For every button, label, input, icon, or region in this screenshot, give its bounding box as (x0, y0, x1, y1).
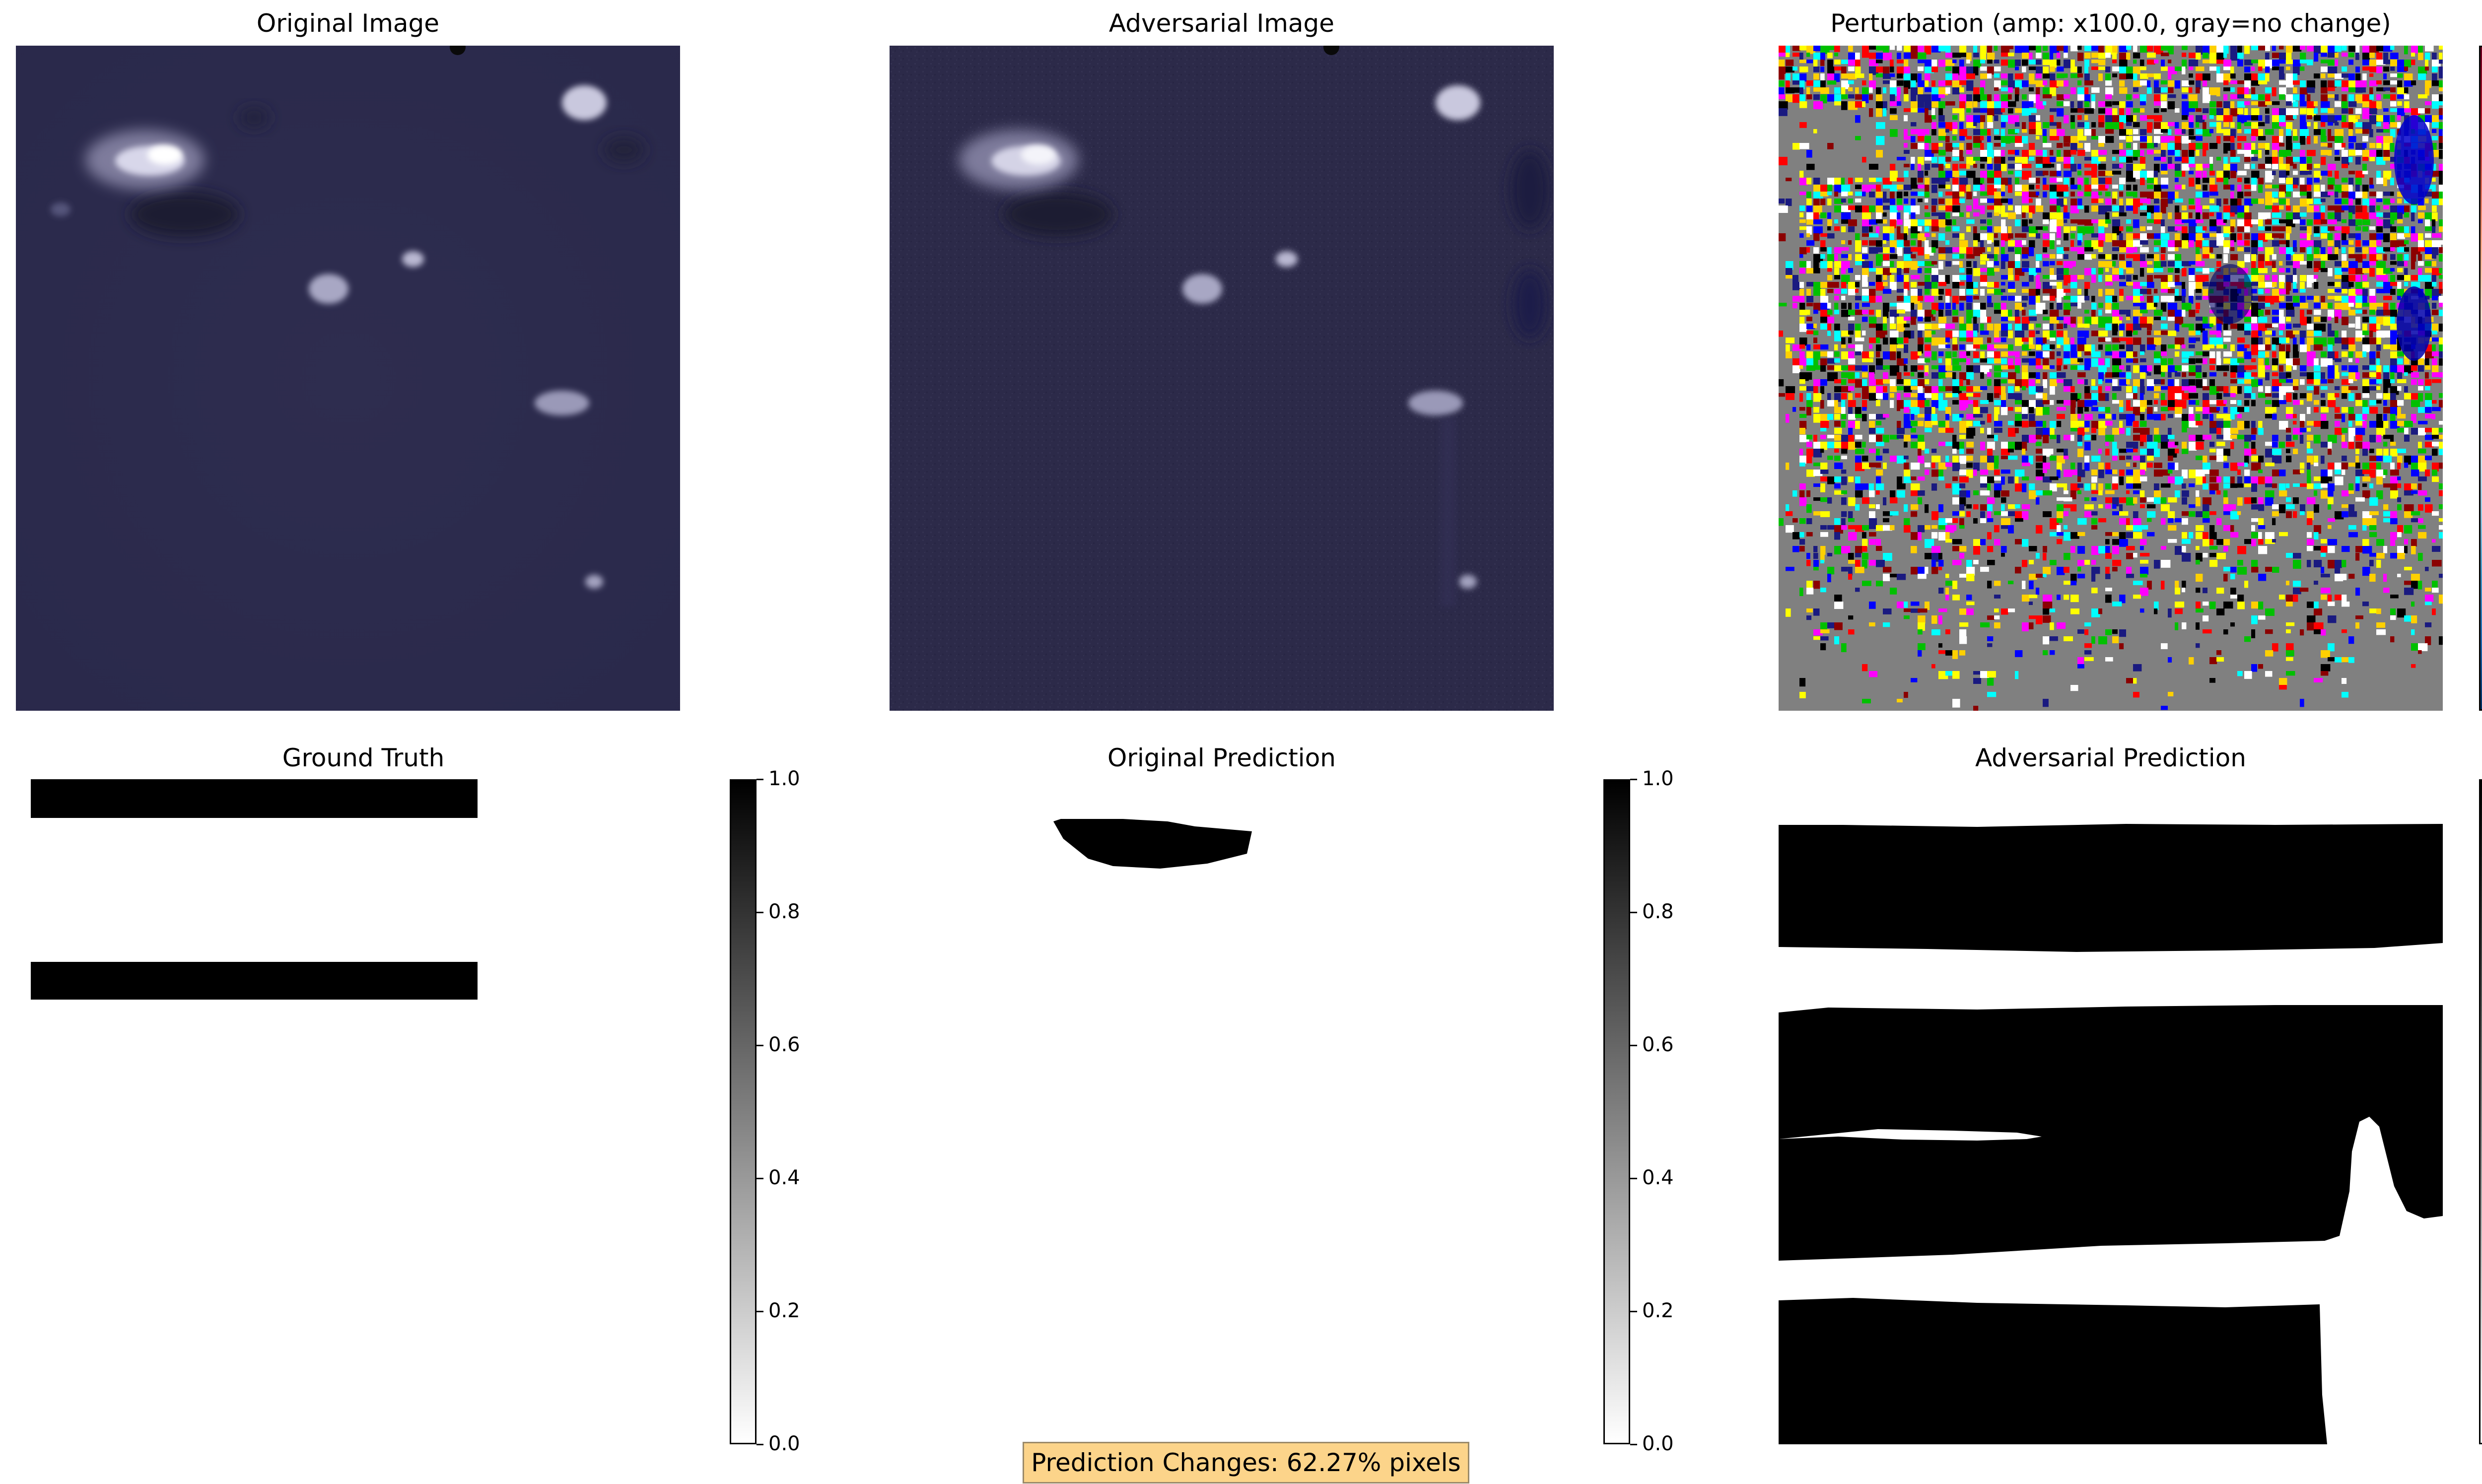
adversarial-prediction-region (1779, 1298, 2327, 1444)
adversarial-prediction-region (1779, 1005, 2443, 1261)
original-prediction-colorbar-tick-label: 0.0 (1642, 1432, 1674, 1455)
original-prediction-colorbar-tick-label: 0.4 (1642, 1166, 1674, 1189)
original-prediction-blob (1053, 819, 1252, 869)
ground-truth-colorbar-tick-label: 1.0 (768, 767, 800, 790)
perturbation-panel (1779, 46, 2443, 711)
ground-truth-title: Ground Truth (282, 743, 445, 772)
perturbation-colorbar (2479, 46, 2482, 711)
perturbation-title: Perturbation (amp: x100.0, gray=no chang… (1830, 9, 2391, 38)
original-prediction-colorbar (1603, 779, 1630, 1444)
ground-truth-colorbar-tick-label: 0.0 (768, 1432, 800, 1455)
ground-truth-colorbar-tick-label: 0.6 (768, 1033, 800, 1056)
original-image-panel (16, 46, 680, 711)
adversarial-satellite-image (890, 46, 1554, 711)
prediction-changes-banner: Prediction Changes: 62.27% pixels (1023, 1442, 1469, 1484)
ground-truth-mask (16, 779, 711, 1444)
original-prediction-colorbar-tick-mark (1630, 1444, 1637, 1445)
ground-truth-colorbar-tick-mark (757, 779, 763, 780)
original-prediction-colorbar-tick-mark (1630, 912, 1637, 913)
original-prediction-colorbar-tick-label: 0.8 (1642, 900, 1674, 923)
ground-truth-colorbar-tick-mark (757, 1311, 763, 1312)
original-prediction-colorbar-tick-label: 0.2 (1642, 1299, 1674, 1322)
original-prediction-colorbar-tick-label: 1.0 (1642, 767, 1674, 790)
original-prediction-colorbar-tick-mark (1630, 779, 1637, 780)
perturbation-noise-map (1779, 46, 2443, 711)
ground-truth-colorbar-tick-label: 0.2 (768, 1299, 800, 1322)
ground-truth-colorbar-tick-label: 0.8 (768, 900, 800, 923)
adversarial-prediction-colorbar (2479, 779, 2482, 1444)
adversarial-prediction-region (1779, 824, 2443, 952)
original-prediction-colorbar-tick-mark (1630, 1045, 1637, 1046)
original-satellite-image (16, 46, 680, 711)
adversarial-prediction-title: Adversarial Prediction (1975, 743, 2246, 772)
original-prediction-colorbar-tick-mark (1630, 1311, 1637, 1312)
ground-truth-band (31, 962, 478, 1000)
adversarial-image-panel (890, 46, 1554, 711)
ground-truth-colorbar-tick-mark (757, 912, 763, 913)
ground-truth-band (31, 779, 478, 818)
ground-truth-colorbar-tick-mark (757, 1178, 763, 1179)
original-prediction-mask (890, 779, 1554, 1444)
original-image-title: Original Image (256, 9, 440, 38)
original-prediction-colorbar-tick-mark (1630, 1178, 1637, 1179)
adversarial-image-title: Adversarial Image (1108, 9, 1335, 38)
original-prediction-title: Original Prediction (1107, 743, 1336, 772)
adversarial-prediction-mask (1779, 779, 2443, 1444)
ground-truth-colorbar (730, 779, 757, 1444)
ground-truth-colorbar-tick-mark (757, 1444, 763, 1445)
ground-truth-colorbar-tick-mark (757, 1045, 763, 1046)
ground-truth-colorbar-tick-label: 0.4 (768, 1166, 800, 1189)
original-prediction-colorbar-tick-label: 0.6 (1642, 1033, 1674, 1056)
